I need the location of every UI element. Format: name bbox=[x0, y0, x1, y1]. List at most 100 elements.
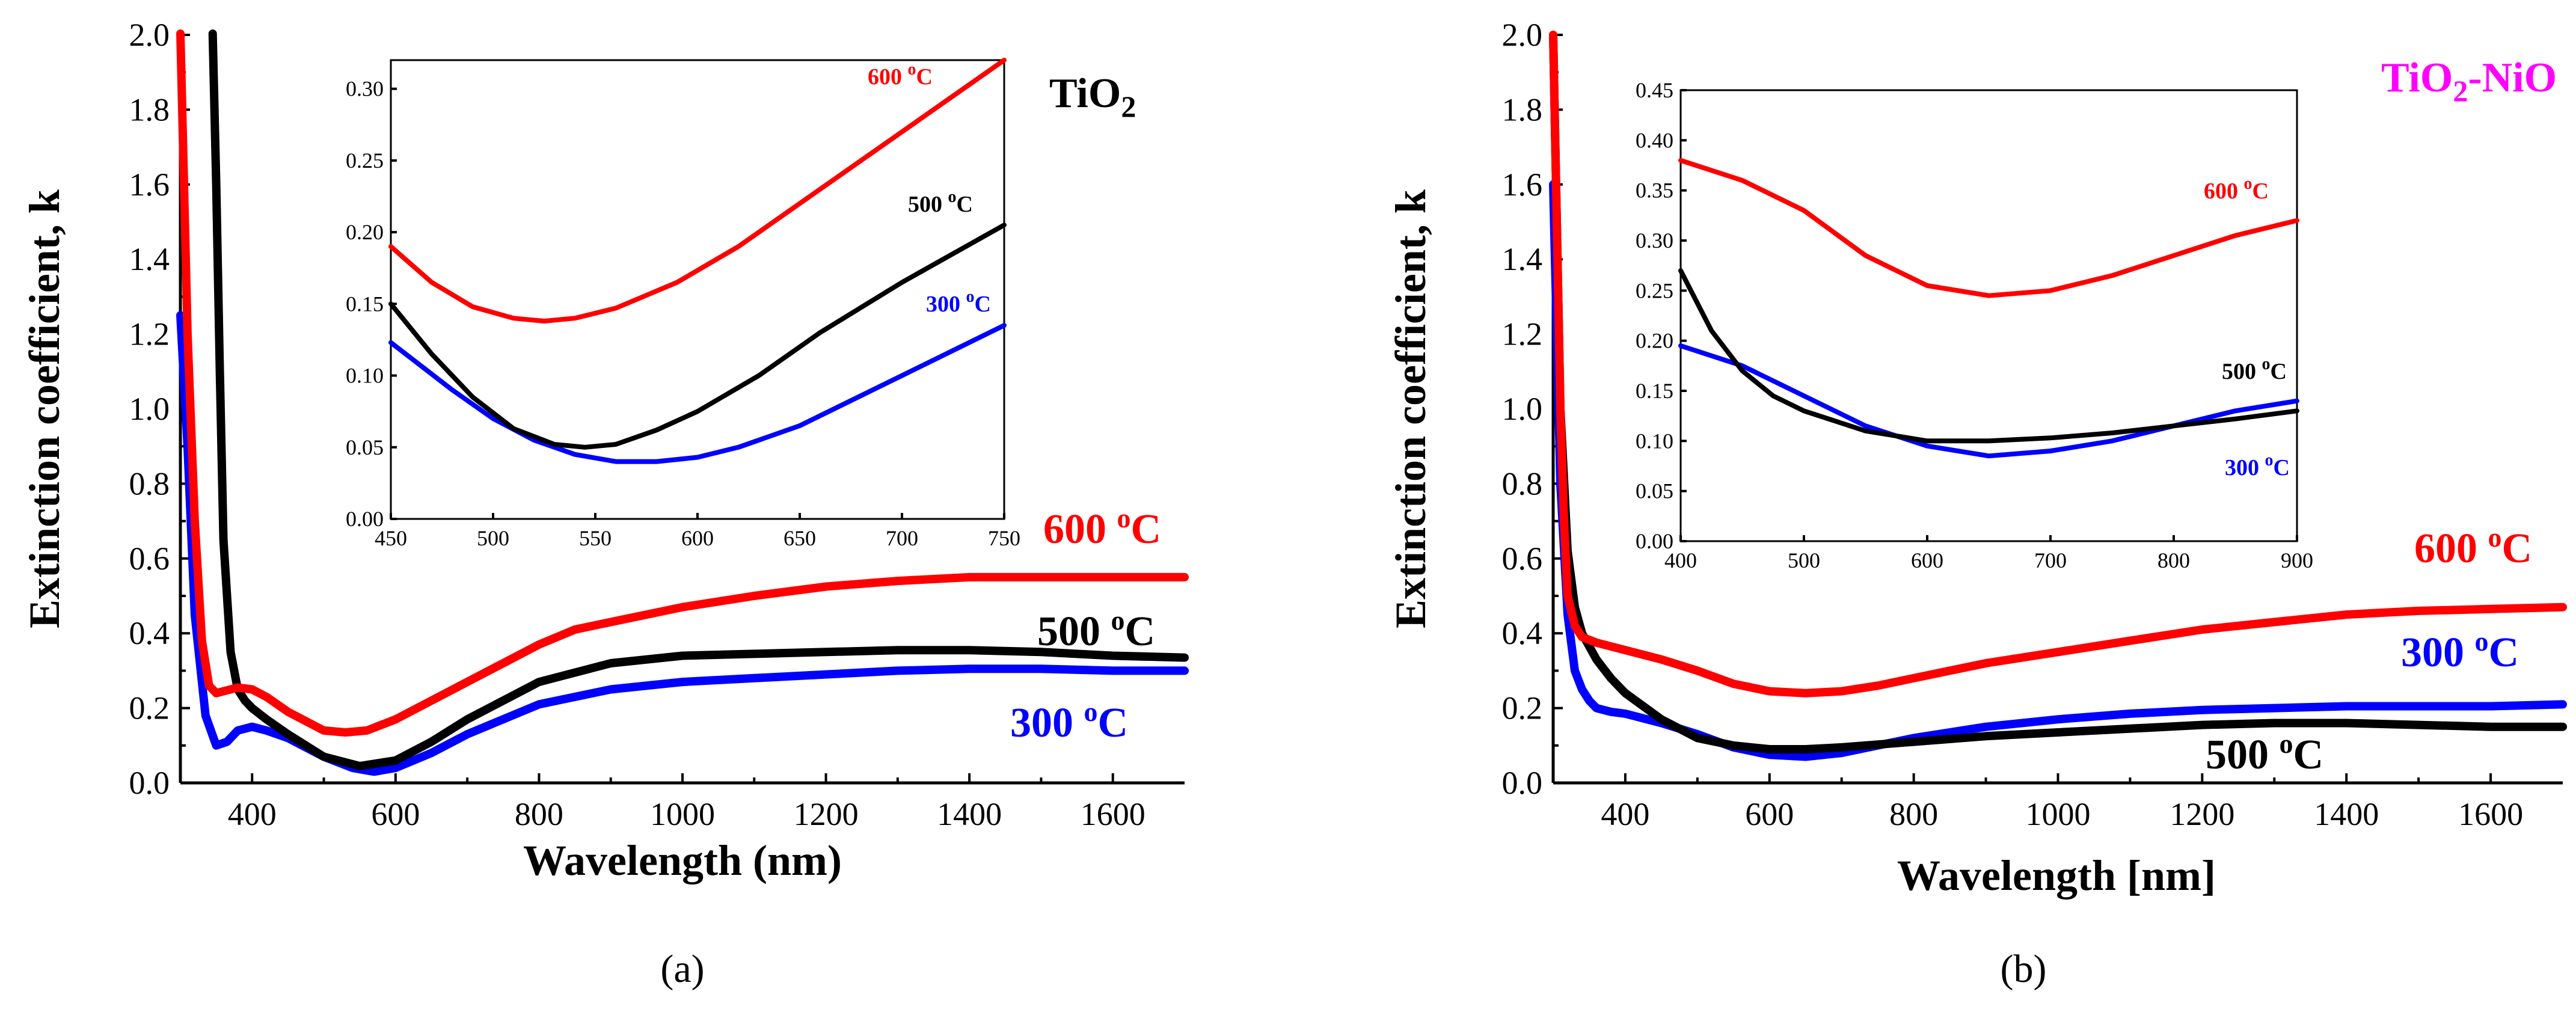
y-tick-label: 2.0 bbox=[1502, 17, 1543, 53]
series-label-500: 500 oC bbox=[2206, 728, 2323, 778]
series-label-superscript: o bbox=[1084, 696, 1098, 727]
y-tick-label: 0.4 bbox=[129, 615, 170, 651]
series-label-number: 600 bbox=[2414, 526, 2488, 572]
x-tick-label: 1400 bbox=[2314, 796, 2379, 832]
inset-label-number: 500 bbox=[908, 192, 948, 217]
y-tick-label: 1.6 bbox=[129, 167, 170, 203]
inset-y-tick-label: 0.15 bbox=[346, 292, 384, 316]
inset-y-tick-label: 0.00 bbox=[346, 507, 384, 531]
y-tick-label: 1.8 bbox=[1502, 91, 1543, 127]
y-tick-label: 0.6 bbox=[129, 541, 170, 577]
inset-y-tick-label: 0.05 bbox=[346, 435, 384, 459]
inset-x-tick-label: 500 bbox=[477, 526, 509, 550]
series-label-unit: C bbox=[2489, 630, 2519, 676]
x-tick-label: 1000 bbox=[2026, 796, 2091, 832]
y-tick-label: 0.4 bbox=[1502, 615, 1543, 651]
inset-frame bbox=[1679, 89, 2298, 542]
inset-y-tick-label: 0.25 bbox=[1636, 278, 1673, 302]
panel-title-tail: -NiO bbox=[2468, 55, 2557, 101]
chart-panel-a: 0.0 0.2 0.4 0.6 0.8 1.0 1.2 1.4 1.6 1.8 2.0 400 600 8… bbox=[20, 17, 1189, 991]
inset-y-tick-label: 0.30 bbox=[346, 77, 384, 101]
y-tick-label: 1.8 bbox=[129, 91, 170, 127]
inset-y-tick-label: 0.30 bbox=[1636, 228, 1673, 253]
y-tick-label: 0.0 bbox=[129, 765, 170, 801]
inset-series-line-300 bbox=[388, 323, 1007, 464]
inset-label-superscript: o bbox=[948, 188, 957, 206]
inset-frame bbox=[390, 59, 1005, 520]
inset-series-label-600: 600 oC bbox=[868, 60, 933, 90]
inset-series-line-300 bbox=[1678, 343, 2299, 459]
inset-label-superscript: o bbox=[966, 287, 975, 306]
panel-title-main: TiO bbox=[2381, 55, 2453, 101]
series-label-superscript: o bbox=[1111, 605, 1125, 636]
x-tick-label: 400 bbox=[228, 796, 277, 832]
inset-x-tick-label: 900 bbox=[2281, 548, 2313, 572]
y-tick-label: 0.2 bbox=[1502, 690, 1543, 726]
y-axis-title: Extinction coefficient, k bbox=[20, 189, 69, 628]
series-label-superscript: o bbox=[2475, 626, 2489, 657]
inset-label-superscript: o bbox=[2262, 355, 2271, 373]
inset-series-label-600: 600 oC bbox=[2204, 174, 2269, 204]
series-label-number: 500 bbox=[1037, 609, 1111, 655]
inset-series-line-600 bbox=[1678, 158, 2299, 298]
panel-title-subscript: 2 bbox=[2453, 74, 2468, 108]
series-label-number: 300 bbox=[2401, 630, 2475, 676]
panel-title-main: TiO bbox=[1049, 70, 1121, 117]
series-label-unit: C bbox=[1125, 609, 1156, 655]
inset-y-tick-label: 0.40 bbox=[1636, 128, 1673, 152]
series-label-number: 500 bbox=[2206, 732, 2280, 778]
series-label-unit: C bbox=[2293, 732, 2324, 778]
inset-label-unit: C bbox=[916, 64, 933, 90]
series-line-300 bbox=[176, 311, 1189, 776]
y-tick-label: 1.2 bbox=[129, 316, 170, 352]
inset-x-tick-label: 700 bbox=[2034, 548, 2067, 572]
series-line-500 bbox=[208, 29, 1189, 770]
series-label-superscript: o bbox=[2280, 728, 2293, 759]
inset-y-tick-label: 0.05 bbox=[1636, 479, 1673, 503]
x-tick-label: 800 bbox=[515, 796, 563, 832]
x-tick-label: 400 bbox=[1601, 796, 1649, 832]
series-line-600 bbox=[176, 29, 1189, 737]
series-label-unit: C bbox=[2502, 526, 2533, 572]
inset-y-tick-label: 0.00 bbox=[1636, 529, 1673, 553]
inset-y-tick-label: 0.20 bbox=[346, 220, 384, 244]
inset-label-unit: C bbox=[2271, 359, 2287, 384]
y-axis-title: Extinction coefficient, k bbox=[1387, 189, 1435, 628]
series-label-300: 300 oC bbox=[1010, 696, 1128, 746]
chart-panel-b: 0.0 0.2 0.4 0.6 0.8 1.0 1.2 1.4 1.6 1.8 2.0 400 600 8… bbox=[1387, 17, 2567, 991]
x-tick-label: 1000 bbox=[650, 796, 715, 832]
inset-series-line-500 bbox=[388, 222, 1007, 450]
inset-x-tick-label: 750 bbox=[988, 526, 1020, 550]
inset-chart: 0.00 0.05 0.10 0.15 0.20 0.25 0.30 0.35 0.40 0.45… bbox=[1636, 78, 2313, 572]
series-label-unit: C bbox=[1131, 506, 1162, 553]
series-line-600 bbox=[1549, 31, 2567, 698]
x-tick-label: 1400 bbox=[937, 796, 1002, 832]
panel-title: TiO2-NiO bbox=[2381, 55, 2557, 108]
inset-x-tick-label: 650 bbox=[784, 526, 816, 550]
x-axis-title: Wavelength (nm) bbox=[523, 836, 842, 885]
y-tick-label: 0.6 bbox=[1502, 541, 1543, 577]
y-tick-label: 1.4 bbox=[1502, 241, 1543, 277]
y-tick-label: 2.0 bbox=[129, 17, 170, 53]
inset-x-tick-label: 800 bbox=[2157, 548, 2190, 572]
inset-y-tick-label: 0.15 bbox=[1636, 379, 1673, 403]
y-tick-label: 0.8 bbox=[129, 465, 170, 501]
x-tick-label: 1600 bbox=[2458, 796, 2523, 832]
series-label-600: 600 oC bbox=[2414, 522, 2532, 572]
x-axis-title: Wavelength [nm] bbox=[1897, 851, 2216, 900]
inset-y-tick-label: 0.10 bbox=[346, 364, 384, 388]
inset-label-number: 300 bbox=[2225, 455, 2265, 480]
series-label-number: 300 bbox=[1010, 700, 1084, 746]
inset-label-number: 500 bbox=[2222, 359, 2262, 384]
y-tick-label: 1.0 bbox=[129, 391, 170, 427]
inset-label-number: 600 bbox=[2204, 179, 2244, 204]
inset-series-line-600 bbox=[388, 58, 1007, 324]
inset-x-tick-label: 400 bbox=[1664, 548, 1697, 572]
series-label-300: 300 oC bbox=[2401, 626, 2519, 676]
inset-label-superscript: o bbox=[2244, 174, 2252, 193]
y-tick-label: 0.2 bbox=[129, 690, 170, 726]
x-tick-label: 600 bbox=[371, 796, 420, 832]
inset-y-tick-label: 0.10 bbox=[1636, 429, 1673, 453]
x-tick-label: 600 bbox=[1745, 796, 1794, 832]
